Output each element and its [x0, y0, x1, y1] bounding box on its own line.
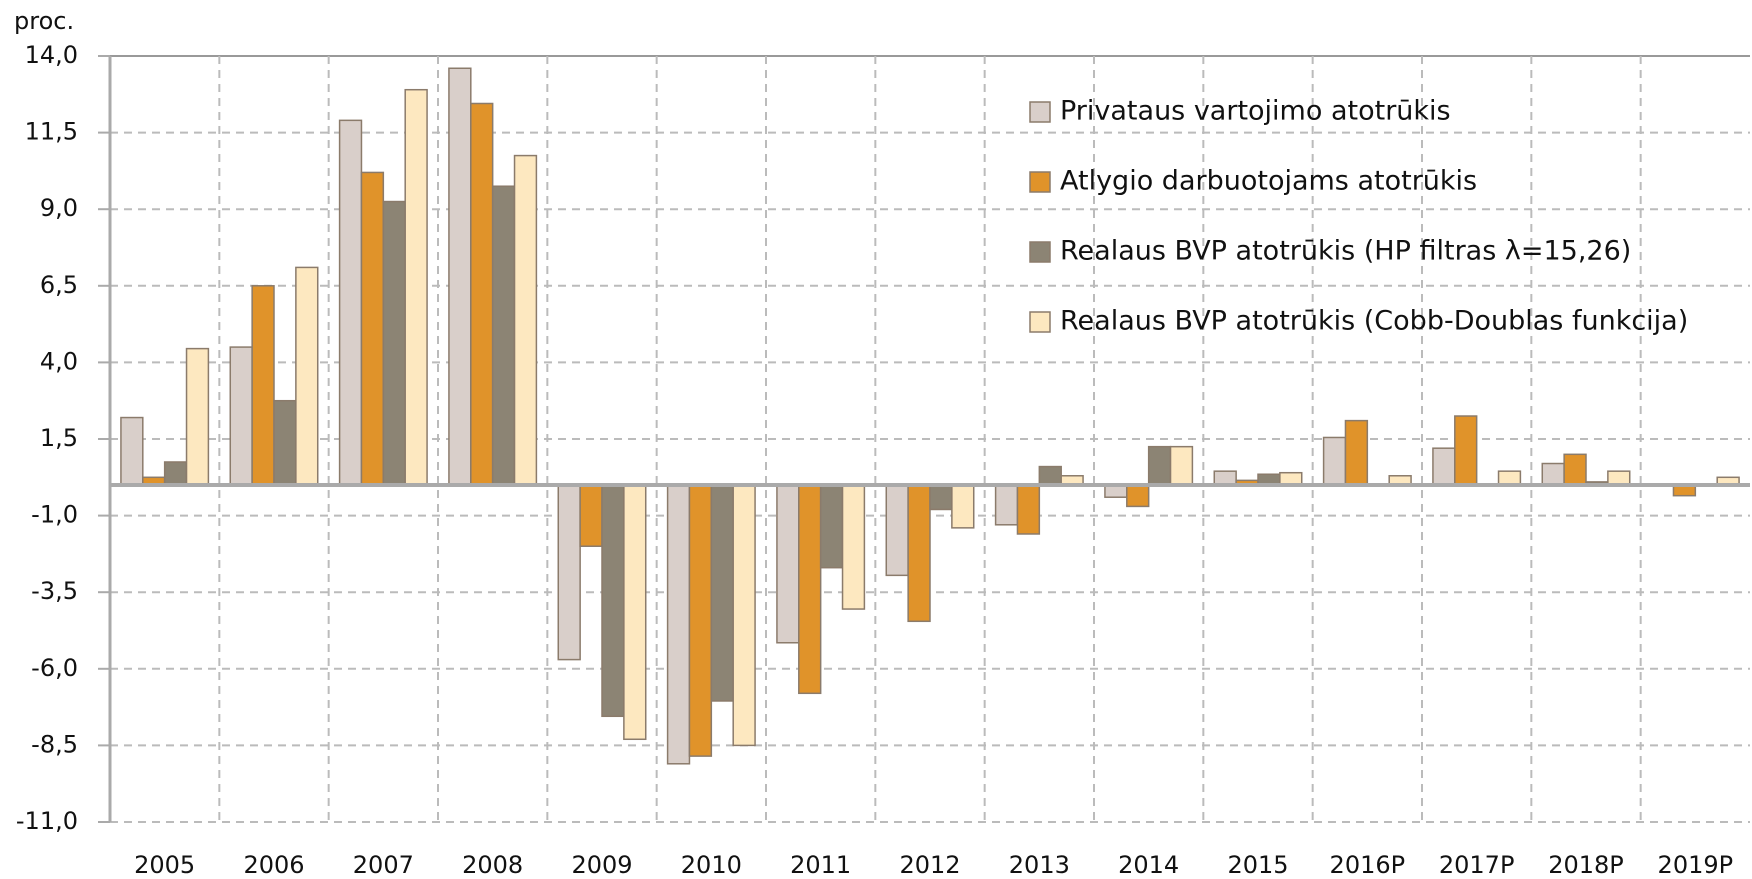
bar — [120, 416, 144, 486]
bar — [885, 484, 909, 577]
bar — [382, 200, 406, 486]
bar — [710, 484, 734, 702]
legend-swatch — [1029, 101, 1051, 123]
legend-swatch — [1029, 311, 1051, 333]
bar — [1213, 470, 1237, 486]
y-tick-label: 14,0 — [25, 41, 78, 69]
bar — [1126, 484, 1150, 508]
bar — [470, 102, 494, 486]
bar — [732, 484, 756, 747]
y-tick-label: 9,0 — [40, 194, 78, 222]
bar — [666, 484, 691, 765]
bar — [1497, 470, 1522, 486]
bar — [929, 484, 953, 511]
bar — [1454, 415, 1478, 486]
bar — [251, 285, 275, 486]
bar — [1038, 465, 1062, 486]
bar — [404, 88, 428, 486]
x-tick-label: 2016P — [1330, 851, 1406, 879]
bar — [819, 484, 844, 569]
bar — [273, 399, 297, 486]
bar — [841, 484, 866, 610]
bar — [951, 484, 975, 529]
bar — [513, 154, 538, 486]
bar — [185, 347, 210, 486]
legend-label: Realaus BVP atotrūkis (HP filtras λ=15,2… — [1060, 236, 1631, 267]
legend-label: Atlygio darbuotojams atotrūkis — [1060, 166, 1477, 197]
x-tick-label: 2018P — [1548, 851, 1624, 879]
legend-label: Realaus BVP atotrūkis (Cobb-Doublas funk… — [1060, 306, 1688, 337]
y-tick-label: -1,0 — [31, 501, 78, 529]
x-tick-label: 2010 — [681, 851, 742, 879]
bar — [1607, 470, 1631, 486]
y-tick-label: 4,0 — [40, 347, 78, 375]
bar — [1322, 436, 1347, 486]
y-tick-label: -11,0 — [16, 807, 78, 835]
x-tick-label: 2009 — [571, 851, 632, 879]
legend-swatch — [1029, 171, 1051, 193]
y-unit-label: proc. — [14, 7, 74, 35]
y-tick-label: -6,0 — [31, 654, 78, 682]
bar — [776, 484, 800, 644]
x-tick-label: 2017P — [1439, 851, 1515, 879]
bar — [1169, 445, 1194, 486]
bar — [798, 484, 822, 695]
x-tick-label: 2019P — [1658, 851, 1734, 879]
bar — [1344, 419, 1369, 486]
x-tick-label: 2011 — [790, 851, 851, 879]
bar — [1432, 447, 1456, 486]
bar — [688, 484, 713, 757]
x-tick-label: 2005 — [134, 851, 195, 879]
x-tick-label: 2008 — [462, 851, 523, 879]
bar — [601, 484, 625, 718]
bar — [579, 484, 603, 547]
x-tick-label: 2013 — [1009, 851, 1070, 879]
y-tick-label: 1,5 — [40, 424, 78, 452]
bar — [1563, 453, 1587, 486]
x-tick-label: 2007 — [353, 851, 414, 879]
y-tick-label: 11,5 — [25, 118, 78, 146]
bar — [338, 119, 363, 486]
y-tick-label: 6,5 — [40, 271, 78, 299]
bar — [994, 484, 1019, 526]
bar — [1016, 484, 1041, 535]
legend-label: Privataus vartojimo atotrūkis — [1060, 96, 1451, 127]
x-tick-label: 2014 — [1118, 851, 1179, 879]
legend-swatch — [1029, 241, 1051, 263]
bar — [491, 185, 516, 486]
bar — [360, 171, 385, 486]
bar — [623, 484, 647, 741]
x-tick-label: 2006 — [243, 851, 304, 879]
bar — [229, 346, 253, 486]
y-tick-label: -8,5 — [31, 730, 78, 758]
bar — [448, 67, 472, 486]
bar — [907, 484, 931, 623]
bar — [163, 461, 188, 486]
bar — [295, 266, 319, 486]
x-tick-label: 2015 — [1227, 851, 1288, 879]
y-tick-label: -3,5 — [31, 577, 78, 605]
x-tick-label: 2012 — [899, 851, 960, 879]
bar — [1541, 462, 1565, 486]
bar — [1147, 445, 1172, 486]
bar — [557, 484, 581, 661]
